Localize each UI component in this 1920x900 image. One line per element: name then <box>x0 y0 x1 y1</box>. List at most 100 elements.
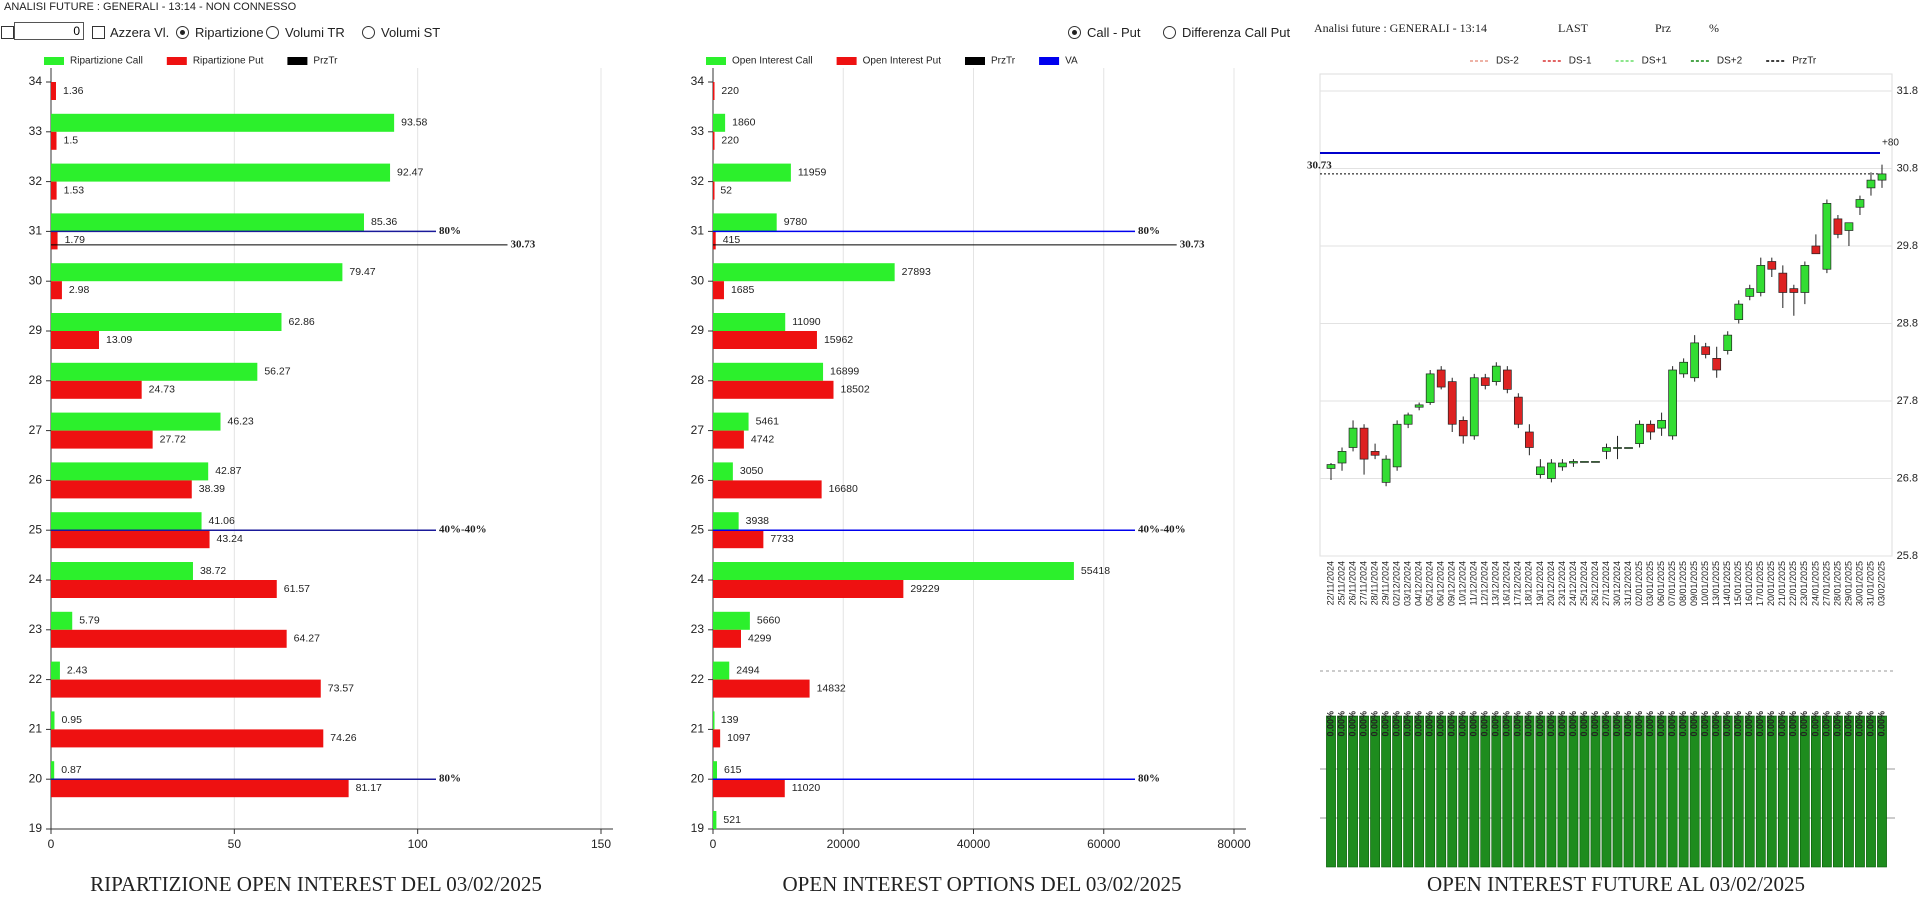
volume-label: 0.00% <box>1755 711 1765 737</box>
bar <box>713 480 822 499</box>
radio[interactable]: Call - Put <box>1068 24 1140 42</box>
radio[interactable]: Volumi ST <box>362 24 440 42</box>
candle-body <box>1756 265 1766 293</box>
date-label: 04/12/2024 <box>1414 561 1424 606</box>
data-label: 81.17 <box>356 782 382 794</box>
legend-label: Open Interest Call <box>732 56 813 67</box>
date-label: 11/12/2024 <box>1469 561 1479 605</box>
volume-label: 0.00% <box>1380 711 1390 737</box>
level-label: 80% <box>439 225 461 237</box>
data-label: 5461 <box>756 415 780 427</box>
legend-label: Ripartizione Call <box>70 56 143 67</box>
y-tick-label: 28 <box>29 373 43 387</box>
y-tick-label: 21 <box>29 722 43 736</box>
bar <box>51 331 99 349</box>
y-tick-label: 29.8 <box>1897 240 1918 252</box>
legend-swatch <box>1039 57 1060 65</box>
date-label: 24/12/2024 <box>1568 561 1578 606</box>
data-label: 62.86 <box>288 316 314 328</box>
legend-swatch <box>287 57 308 65</box>
number-input[interactable] <box>14 22 84 40</box>
volume-column <box>1414 715 1425 868</box>
data-label: 0.95 <box>61 714 82 726</box>
date-label: 02/12/2024 <box>1391 561 1401 606</box>
radio[interactable]: Differenza Call Put <box>1163 24 1290 42</box>
data-label: 4299 <box>748 633 772 645</box>
date-label: 25/11/2024 <box>1336 561 1346 605</box>
candle-body <box>1536 466 1545 475</box>
checkbox[interactable]: Azzera Vl. <box>92 24 169 42</box>
y-tick-label: 24 <box>29 572 43 586</box>
bar <box>51 362 258 381</box>
volume-label: 0.00% <box>1601 711 1611 737</box>
date-label: 06/12/2024 <box>1436 561 1446 606</box>
data-label: 52 <box>720 184 732 196</box>
data-label: 85.36 <box>371 216 397 228</box>
legend-label: DS-2 <box>1496 56 1519 67</box>
candle-body <box>1800 265 1810 293</box>
radio-mark <box>1163 26 1176 39</box>
data-label: 139 <box>721 714 739 726</box>
x-tick-label: 20000 <box>827 837 861 851</box>
y-tick-label: 33 <box>691 124 705 138</box>
data-label: 55418 <box>1081 565 1110 577</box>
data-label: 615 <box>724 764 742 776</box>
volume-column <box>1557 715 1568 868</box>
radio[interactable]: Volumi TR <box>266 24 345 42</box>
y-tick-label: 29 <box>691 323 705 337</box>
data-label: 521 <box>723 814 741 826</box>
date-label: 25/12/2024 <box>1579 561 1589 606</box>
date-label: 28/11/2024 <box>1369 561 1379 605</box>
data-label: 13.09 <box>106 334 132 346</box>
date-label: 10/01/2025 <box>1700 561 1710 606</box>
volume-label: 0.00% <box>1711 711 1721 737</box>
data-label: 415 <box>723 234 741 246</box>
date-label: 17/01/2025 <box>1755 561 1765 606</box>
date-label: 06/01/2025 <box>1656 561 1666 606</box>
volume-column <box>1458 715 1469 868</box>
candle-body <box>1657 420 1666 429</box>
bar <box>713 811 717 829</box>
bar <box>713 231 716 250</box>
checkbox[interactable] <box>1 24 19 42</box>
volume-label: 0.00% <box>1480 711 1490 737</box>
date-label: 23/01/2025 <box>1799 561 1809 606</box>
bar <box>51 131 57 150</box>
candle-body <box>1701 346 1711 355</box>
bar <box>713 380 834 399</box>
volume-column <box>1601 715 1612 868</box>
volume-column <box>1678 715 1689 868</box>
date-label: 17/12/2024 <box>1513 561 1523 606</box>
x-tick-label: 60000 <box>1087 837 1121 851</box>
bar <box>51 661 60 680</box>
chart-title: OPEN INTEREST OPTIONS DEL 03/02/2025 <box>783 872 1182 896</box>
y-tick-label: 21 <box>691 722 705 736</box>
volume-column <box>1645 715 1656 868</box>
level-label: 40%-40% <box>1138 524 1186 536</box>
volume-label: 0.00% <box>1347 711 1357 737</box>
y-tick-label: 29 <box>29 323 43 337</box>
bar <box>713 362 824 381</box>
data-label: 2494 <box>736 664 760 676</box>
candle-body <box>1348 427 1358 448</box>
legend-swatch <box>836 57 857 65</box>
volume-label: 0.00% <box>1358 711 1368 737</box>
bar <box>713 331 817 349</box>
data-label: 3050 <box>740 465 764 477</box>
candle-body <box>1381 458 1391 483</box>
data-label: 16899 <box>830 366 859 378</box>
y-tick-label: 31 <box>691 224 705 238</box>
volume-column <box>1546 715 1557 868</box>
y-tick-label: 34 <box>29 74 43 88</box>
option-label: Azzera Vl. <box>110 25 170 40</box>
volume-column <box>1810 715 1821 868</box>
volume-label: 0.00% <box>1336 711 1346 737</box>
volume-label: 0.00% <box>1656 711 1666 737</box>
y-tick-label: 30.8 <box>1897 162 1918 174</box>
level-label: 80% <box>1138 773 1160 785</box>
data-label: 5.79 <box>79 615 100 627</box>
candle-body <box>1624 447 1633 449</box>
volume-label: 0.00% <box>1821 711 1831 737</box>
radio[interactable]: Ripartizione <box>176 24 264 42</box>
